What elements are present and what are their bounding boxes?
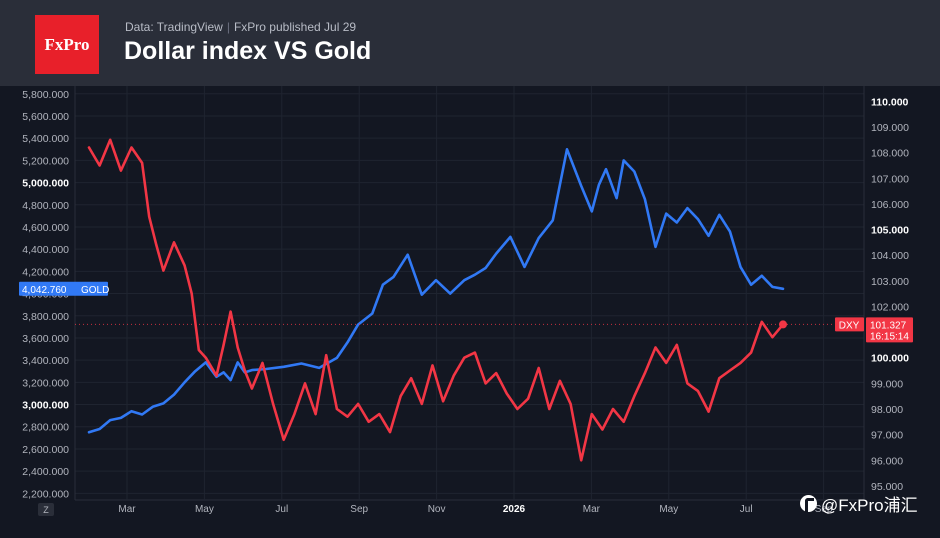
dxy-last-value: 101.327 xyxy=(870,320,907,331)
right-tick-label: 107.000 xyxy=(871,173,909,185)
right-tick-label: 95.000 xyxy=(871,481,903,493)
source-separator: | xyxy=(226,20,230,34)
right-tick-label: 105.000 xyxy=(871,225,909,237)
right-tick-label: 109.000 xyxy=(871,122,909,134)
right-tick-label: 106.000 xyxy=(871,199,909,211)
left-tick-label: 2,600.000 xyxy=(22,444,69,456)
fxpro-logo: FxPro xyxy=(35,15,99,74)
x-tick-label: May xyxy=(195,504,214,515)
right-axis-ticks: 95.000 96.000 97.000 98.000 99.000 100.000 101… xyxy=(871,96,909,493)
chart-header: FxPro Data: TradingView | FxPro published … xyxy=(0,0,940,86)
left-tick-label: 3,400.000 xyxy=(22,355,69,367)
left-tick-label: 3,600.000 xyxy=(22,333,69,345)
x-tick-label: Sep xyxy=(350,504,368,515)
dxy-last-point xyxy=(779,320,787,329)
corner-label: Z xyxy=(43,505,49,515)
right-tick-label: 110.000 xyxy=(871,96,909,108)
right-tick-label: 98.000 xyxy=(871,404,903,416)
left-tick-label: 4,400.000 xyxy=(22,244,69,256)
left-tick-label: 5,200.000 xyxy=(22,155,69,167)
left-tick-label: 3,200.000 xyxy=(22,377,69,389)
watermark-text: @FxPro浦汇 xyxy=(821,496,918,515)
right-tick-label: 100.000 xyxy=(871,353,909,365)
gold-last-value: 4,042.760 xyxy=(22,285,67,296)
dxy-countdown: 16:15:14 xyxy=(870,331,909,342)
left-tick-label: 5,400.000 xyxy=(22,133,69,145)
dxy-line xyxy=(87,138,785,462)
left-tick-label: 5,000.000 xyxy=(22,178,69,190)
x-tick-label: Nov xyxy=(428,504,446,515)
published-label: FxPro published Jul 29 xyxy=(233,20,357,34)
x-tick-label: Jul xyxy=(740,504,753,515)
left-axis-ticks: 2,200.000 2,400.000 2,600.000 2,800.000 3,00… xyxy=(22,89,69,501)
gold-line xyxy=(87,148,785,434)
chart-canvas: 2,200.000 2,400.000 2,600.000 2,800.000 3,00… xyxy=(19,86,913,516)
dxy-value-box xyxy=(866,317,913,343)
gold-label-box xyxy=(19,281,108,296)
left-tick-label: 4,800.000 xyxy=(22,200,69,212)
corner-box xyxy=(38,503,54,516)
x-tick-label: Mar xyxy=(118,504,136,515)
left-tick-label: 2,200.000 xyxy=(22,488,69,500)
left-tick-label: 5,600.000 xyxy=(22,111,69,123)
x-axis-ticks: Mar May Jul Sep Nov 2026 Mar May Jul Sep Z xyxy=(38,503,833,516)
social-logo-icon xyxy=(800,495,817,512)
left-tick-label: 2,800.000 xyxy=(22,422,69,434)
watermark: @FxPro浦汇 xyxy=(800,491,918,516)
series-lines xyxy=(87,138,785,462)
right-tick-label: 99.000 xyxy=(871,378,903,390)
right-tick-label: 104.000 xyxy=(871,250,909,262)
plot-area xyxy=(75,86,864,500)
left-tick-label: 5,800.000 xyxy=(22,89,69,101)
chart-title: Dollar index VS Gold xyxy=(124,37,372,65)
right-tick-label: 108.000 xyxy=(871,148,909,160)
left-tick-label: 4,200.000 xyxy=(22,266,69,278)
data-source-label: Data: TradingView xyxy=(125,20,223,34)
grid-lines xyxy=(74,86,865,501)
left-tick-label: 3,800.000 xyxy=(22,311,69,323)
data-source-line: Data: TradingView | FxPro published Jul 29 xyxy=(125,20,356,34)
x-tick-label: Jul xyxy=(275,504,288,515)
x-tick-label: Mar xyxy=(583,504,601,515)
right-tick-label: 103.000 xyxy=(871,276,909,288)
dxy-name-box xyxy=(835,317,864,332)
right-tick-label: 102.000 xyxy=(871,301,909,313)
left-tick-label: 4,600.000 xyxy=(22,222,69,234)
x-tick-label: Sep xyxy=(815,504,833,515)
gold-series-name: GOLD xyxy=(81,285,109,296)
left-tick-label: 3,000.000 xyxy=(22,400,69,412)
dxy-series-name: DXY xyxy=(839,320,860,331)
x-tick-label: 2026 xyxy=(503,504,526,515)
left-tick-label: 2,400.000 xyxy=(22,466,69,478)
right-tick-label: 97.000 xyxy=(871,430,903,442)
right-tick-label: 96.000 xyxy=(871,455,903,467)
x-tick-label: May xyxy=(659,504,678,515)
